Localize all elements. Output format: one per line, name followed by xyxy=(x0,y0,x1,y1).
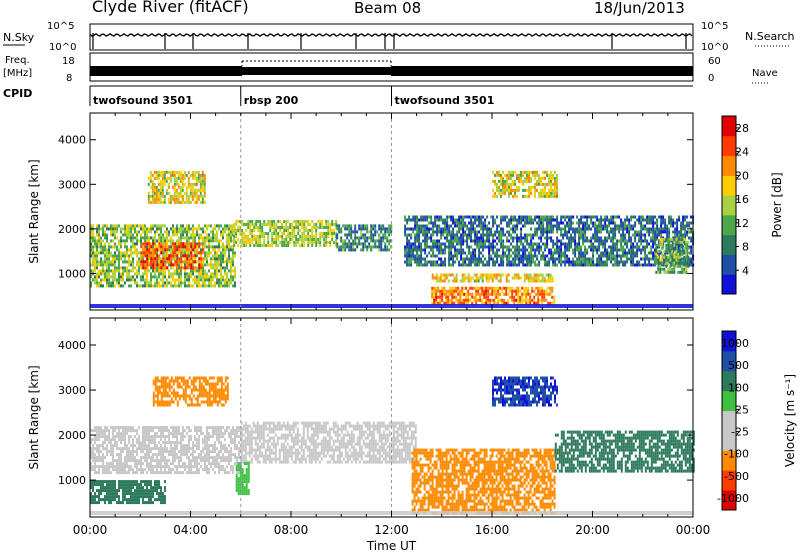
velocity-ytick-label: 4000 xyxy=(58,339,86,352)
xtick-label: 00:00 xyxy=(73,523,108,537)
cpid-segment-label: twofsound 3501 xyxy=(93,94,193,107)
velocity-ylabel: Slant Range [km] xyxy=(27,365,41,469)
nsearch-label: N.Search xyxy=(745,30,795,43)
date-title: 18/Jun/2013 xyxy=(594,0,685,17)
velocity-colorbar-seg-3 xyxy=(722,430,736,451)
freq-label-line2: [MHz] xyxy=(3,68,32,79)
nsky-label: N.Sky xyxy=(3,31,35,44)
x-axis-title: Time UT xyxy=(366,539,417,553)
velocity-region-3 xyxy=(235,462,250,496)
velocity-colorbar-label: -25 xyxy=(731,426,749,439)
velocity-colorbar-seg-8 xyxy=(722,331,736,352)
nave-tick-top: 60 xyxy=(708,56,721,67)
power-ytick-label: 2000 xyxy=(58,223,86,236)
beam-title: Beam 08 xyxy=(354,0,422,17)
power-ylabel: Slant Range [km] xyxy=(27,159,41,263)
cpid-segment-label: rbsp 200 xyxy=(244,94,299,107)
power-colorbar-seg-3 xyxy=(722,214,736,236)
power-colorbar-label: 4 xyxy=(742,264,749,277)
power-ytick-label: 1000 xyxy=(58,267,86,280)
velocity-colorbar-seg-7 xyxy=(722,350,736,372)
freq-band-0 xyxy=(90,66,242,76)
velocity-ytick-label: 2000 xyxy=(58,429,86,442)
xtick-label: 00:00 xyxy=(676,523,711,537)
velocity-ytick-label: 1000 xyxy=(58,474,86,487)
power-colorbar-seg-4 xyxy=(722,195,736,216)
velocity-colorbar-seg-0 xyxy=(722,490,736,511)
power-colorbar-seg-2 xyxy=(722,234,736,255)
nsky-trace xyxy=(89,32,693,38)
velocity-colorbar-seg-1 xyxy=(722,470,736,491)
freq-label-line1: Freq. xyxy=(5,55,30,66)
power-colorbar-seg-8 xyxy=(722,116,736,137)
velocity-colorbar-label: 500 xyxy=(728,359,749,372)
power-colorbar-label: 16 xyxy=(735,193,749,206)
power-region-8 xyxy=(492,170,558,198)
velocity-colorbar-seg-4 xyxy=(722,410,736,431)
velocity-region-5 xyxy=(492,376,558,407)
power-ytick-label: 4000 xyxy=(58,134,86,147)
velocity-colorbar-seg-2 xyxy=(722,450,736,471)
panel-bg-velocity xyxy=(90,318,693,517)
power-colorbar-title: Power [dB] xyxy=(770,172,784,237)
power-region-3 xyxy=(233,220,338,247)
power-colorbar-seg-0 xyxy=(722,274,736,295)
freq-band-rbsp xyxy=(242,67,391,75)
freq-band-1 xyxy=(391,66,693,76)
cpid-label: CPID xyxy=(3,87,32,100)
xtick-label: 16:00 xyxy=(475,523,510,537)
xtick-label: 12:00 xyxy=(374,523,409,537)
velocity-region-7 xyxy=(90,480,166,505)
power-colorbar-label: 20 xyxy=(735,169,749,182)
velocity-colorbar-title: Velocity [m s⁻¹] xyxy=(783,374,797,467)
velocity-colorbar-seg-5 xyxy=(722,390,736,412)
xtick-label: 20:00 xyxy=(575,523,610,537)
power-ytick-label: 3000 xyxy=(58,178,86,191)
power-region-1 xyxy=(140,242,205,270)
velocity-region-1 xyxy=(240,421,417,464)
nave-tick-bottom: 0 xyxy=(708,73,714,84)
power-region-4 xyxy=(336,224,393,252)
power-colorbar-label: 28 xyxy=(735,122,749,135)
power-colorbar-seg-1 xyxy=(722,254,736,275)
velocity-region-2 xyxy=(152,376,229,407)
velocity-colorbar-seg-6 xyxy=(722,370,736,392)
power-colorbar-seg-5 xyxy=(722,175,736,196)
nsky-tick-top-right: 10^5 xyxy=(701,21,728,32)
nsky-tick-top-left: 10^5 xyxy=(47,21,74,32)
xtick-label: 04:00 xyxy=(173,523,208,537)
velocity-region-0 xyxy=(90,426,242,475)
velocity-colorbar-label: -1000 xyxy=(717,492,749,505)
nave-label: Nave xyxy=(752,68,778,79)
velocity-colorbar-label: 25 xyxy=(735,403,749,416)
power-colorbar-seg-6 xyxy=(722,155,736,176)
nsky-frame xyxy=(89,23,694,51)
power-region-6 xyxy=(431,286,556,305)
velocity-ytick-label: 3000 xyxy=(58,384,86,397)
power-colorbar-seg-7 xyxy=(722,135,736,157)
station-title: Clyde River (fitACF) xyxy=(92,0,249,16)
velocity-colorbar-label: -100 xyxy=(724,448,749,461)
power-region-7 xyxy=(431,273,554,283)
power-colorbar-label: 8 xyxy=(742,241,749,254)
freq-tick-bottom: 8 xyxy=(66,73,72,84)
cpid-segment-label: twofsound 3501 xyxy=(395,94,495,107)
power-colorbar-label: 12 xyxy=(735,217,749,230)
nsky-tick-bottom-left: 10^0 xyxy=(49,42,76,53)
velocity-colorbar-label: -500 xyxy=(724,470,749,483)
velocity-colorbar-frame xyxy=(721,330,737,511)
power-region-2 xyxy=(147,170,206,204)
velocity-colorbar-label: 1000 xyxy=(721,337,749,350)
velocity-colorbar-label: 100 xyxy=(728,381,749,394)
velocity-region-6 xyxy=(554,430,695,473)
freq-tick-top: 18 xyxy=(62,56,75,67)
nsky-tick-bottom-right: 10^0 xyxy=(701,42,728,53)
power-region-9 xyxy=(655,237,690,274)
power-colorbar-frame xyxy=(721,115,737,295)
power-colorbar-label: 24 xyxy=(735,146,749,159)
xtick-label: 08:00 xyxy=(274,523,309,537)
